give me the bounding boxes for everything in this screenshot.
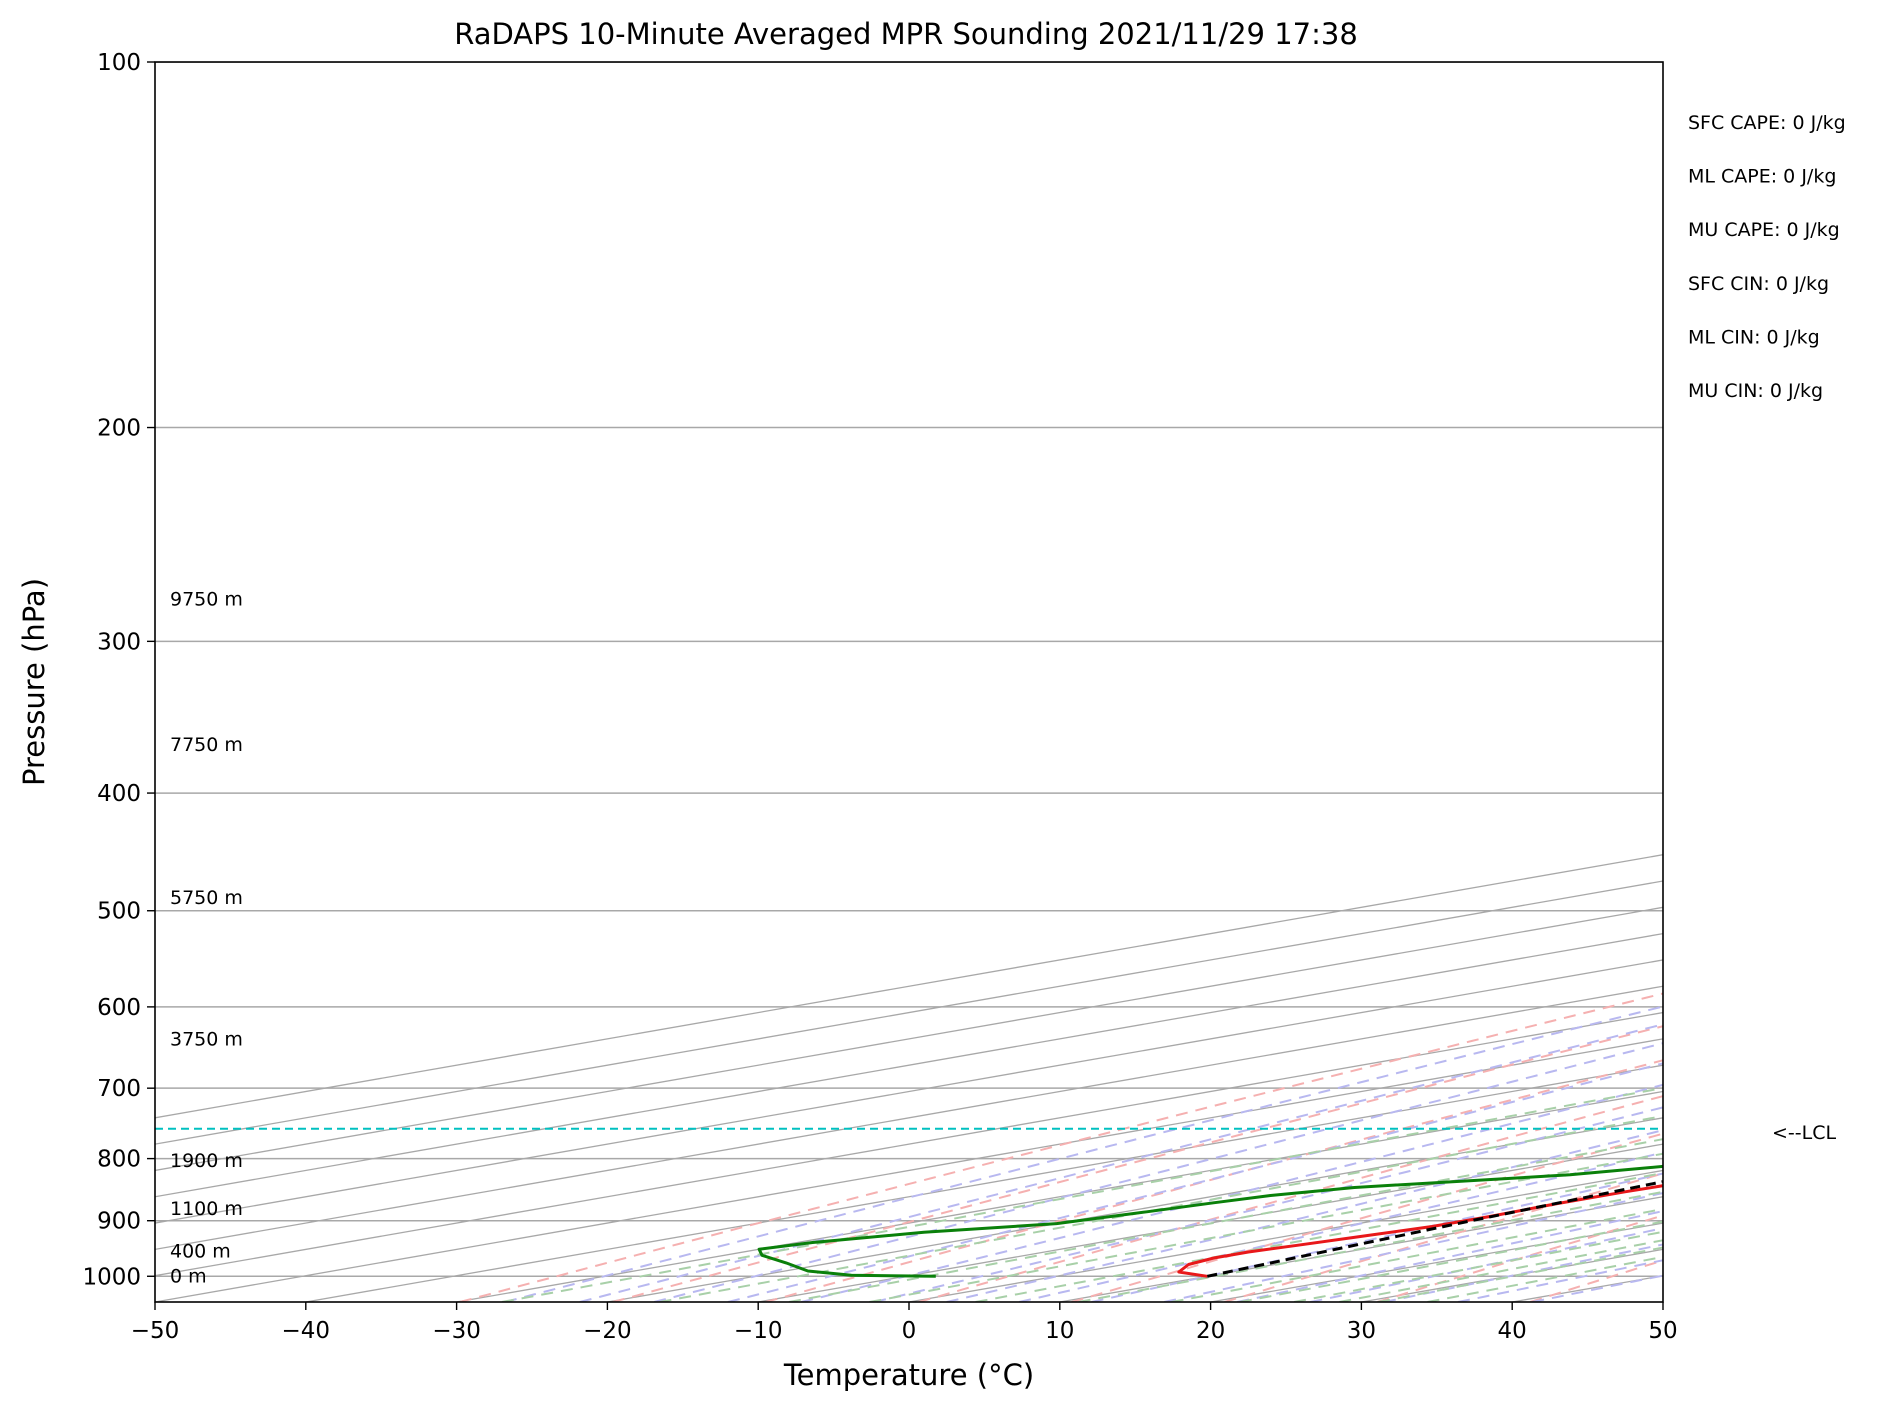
y-tick-label: 900 bbox=[97, 1209, 141, 1235]
sounding-traces bbox=[155, 1127, 1663, 1278]
moist-adiabat bbox=[579, 1023, 1663, 1302]
height-label: 1900 m bbox=[170, 1150, 243, 1172]
moist-adiabat bbox=[653, 1042, 1663, 1302]
mixing-ratio-line bbox=[501, 1086, 1663, 1302]
isotherm-line bbox=[155, 985, 1663, 1251]
mixing-ratio-line bbox=[1339, 1239, 1663, 1302]
stat-line: MU CIN: 0 J/kg bbox=[1688, 380, 1823, 402]
y-axis-label: Pressure (hPa) bbox=[17, 578, 51, 786]
isotherm-line bbox=[155, 1011, 1663, 1277]
height-label: 0 m bbox=[170, 1265, 207, 1287]
mixing-ratio-line bbox=[1078, 1190, 1663, 1302]
dewpoint-trace bbox=[757, 1164, 1663, 1278]
y-tick-label: 400 bbox=[97, 781, 141, 807]
x-tick-label: −10 bbox=[734, 1318, 783, 1344]
mixing-ratio-line bbox=[1171, 1208, 1663, 1302]
background-lines bbox=[155, 62, 1663, 1302]
stat-line: SFC CIN: 0 J/kg bbox=[1688, 273, 1829, 295]
moist-adiabat bbox=[1018, 1151, 1663, 1302]
dry-adiabat bbox=[1224, 1172, 1663, 1302]
y-axis-ticks: 100 200 300 400 500 600 700 800 900 1000 bbox=[82, 50, 155, 1290]
y-tick-label: 100 bbox=[97, 50, 141, 76]
x-tick-label: 40 bbox=[1498, 1318, 1527, 1344]
x-tick-label: −50 bbox=[131, 1318, 180, 1344]
parcel-path bbox=[1206, 1180, 1663, 1278]
height-label: 3750 m bbox=[170, 1028, 243, 1050]
y-tick-label: 300 bbox=[97, 629, 141, 655]
y-tick-label: 600 bbox=[97, 995, 141, 1021]
isotherm-line bbox=[155, 854, 1663, 1119]
height-labels: 0 m 400 m 1100 m 1900 m 3750 m 5750 m 7750 m 97… bbox=[170, 588, 243, 1287]
x-tick-label: 30 bbox=[1347, 1318, 1376, 1344]
y-tick-label: 500 bbox=[97, 899, 141, 925]
stat-line: ML CIN: 0 J/kg bbox=[1688, 326, 1820, 348]
height-label: 1100 m bbox=[170, 1198, 243, 1220]
isotherm-line bbox=[155, 1038, 1663, 1302]
mixing-ratio-line bbox=[1377, 1246, 1663, 1302]
y-tick-label: 700 bbox=[97, 1076, 141, 1102]
y-tick-label: 800 bbox=[97, 1147, 141, 1173]
lcl-label: <--LCL bbox=[1772, 1122, 1836, 1144]
x-tick-label: −20 bbox=[583, 1318, 632, 1344]
x-tick-label: 10 bbox=[1045, 1318, 1074, 1344]
y-tick-label: 200 bbox=[97, 416, 141, 442]
stability-indices: SFC CAPE: 0 J/kg ML CAPE: 0 J/kg MU CAPE: … bbox=[1688, 112, 1846, 402]
x-axis-ticks: −50 −40 −30 −20 −10 0 10 20 30 40 50 bbox=[131, 1302, 1678, 1344]
x-tick-label: 0 bbox=[902, 1318, 917, 1344]
height-label: 5750 m bbox=[170, 887, 243, 909]
isotherm-line bbox=[155, 880, 1663, 1145]
height-label: 400 m bbox=[170, 1240, 231, 1262]
height-label: 9750 m bbox=[170, 588, 243, 610]
height-label: 7750 m bbox=[170, 734, 243, 756]
mixing-ratio-line bbox=[975, 1171, 1663, 1302]
x-axis-label: Temperature (°C) bbox=[783, 1358, 1034, 1392]
isotherm-line bbox=[155, 959, 1663, 1224]
dry-adiabat bbox=[612, 1025, 1663, 1302]
isotherm-line bbox=[155, 906, 1663, 1172]
x-tick-label: 50 bbox=[1648, 1318, 1677, 1344]
y-tick-label: 1000 bbox=[82, 1264, 141, 1290]
dry-adiabat bbox=[765, 1059, 1663, 1302]
isotherm-line bbox=[155, 932, 1663, 1198]
isotherm-line bbox=[456, 1090, 1663, 1302]
x-tick-label: −30 bbox=[432, 1318, 481, 1344]
mixing-ratio-line bbox=[1293, 1230, 1663, 1302]
mixing-ratio-line bbox=[1427, 1255, 1663, 1302]
x-tick-label: −40 bbox=[282, 1318, 331, 1344]
moist-adiabat bbox=[504, 1005, 1663, 1302]
isotherm-line bbox=[305, 1064, 1663, 1302]
temperature-trace bbox=[1177, 1184, 1663, 1278]
mixing-ratio-line bbox=[1239, 1220, 1663, 1302]
moist-adiabat bbox=[1163, 1192, 1663, 1302]
moist-adiabat bbox=[873, 1106, 1663, 1302]
x-tick-label: 20 bbox=[1196, 1318, 1225, 1344]
stat-line: SFC CAPE: 0 J/kg bbox=[1688, 112, 1846, 134]
stat-line: MU CAPE: 0 J/kg bbox=[1688, 219, 1840, 241]
chart-title: RaDAPS 10-Minute Averaged MPR Sounding 2… bbox=[454, 17, 1358, 51]
dry-adiabat bbox=[1071, 1132, 1663, 1302]
stat-line: ML CAPE: 0 J/kg bbox=[1688, 166, 1836, 188]
moist-adiabat bbox=[727, 1062, 1663, 1302]
